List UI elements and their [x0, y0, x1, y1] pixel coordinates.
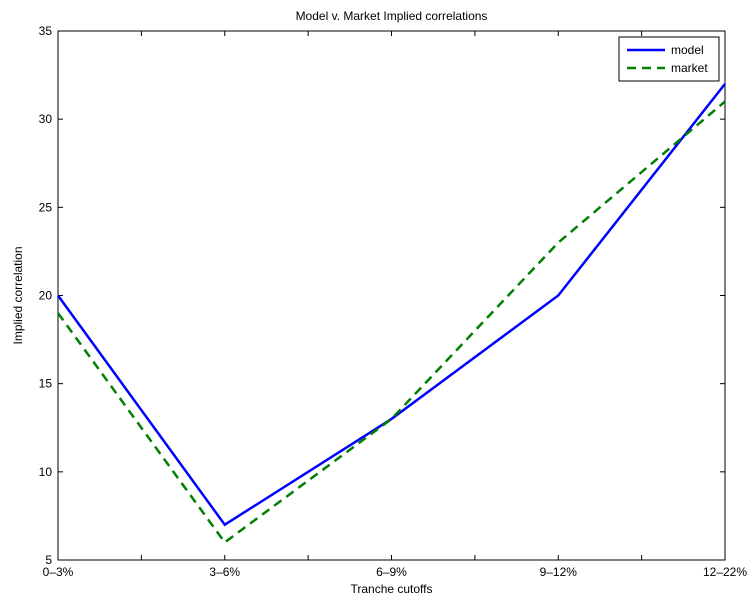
y-tick-label: 10 [39, 465, 53, 479]
x-tick-label: 12–22% [703, 565, 747, 579]
y-tick-label: 20 [39, 289, 53, 303]
series-layer [56, 83, 726, 545]
axis-ticks: 5 10 15 20 25 30 35 0–3% 3–6% 6–9% 9–12% 12–22% [39, 24, 747, 579]
plot-area [57, 30, 726, 561]
x-tick-label: 6–9% [376, 565, 407, 579]
y-tick-label: 35 [39, 24, 53, 38]
y-tick-label: 5 [45, 553, 52, 567]
series-line-market [56, 100, 726, 545]
y-tick-label: 15 [39, 377, 53, 391]
legend-label-market: market [671, 61, 708, 75]
y-tick-label: 30 [39, 112, 53, 126]
x-tick-label: 3–6% [209, 565, 240, 579]
series-line-model [56, 83, 726, 527]
x-axis-title: Tranche cutoffs [350, 582, 432, 596]
chart-title: Model v. Market Implied correlations [296, 9, 488, 23]
x-tick-label: 0–3% [43, 565, 74, 579]
legend-box [618, 36, 720, 82]
y-axis-title: Implied correlation [11, 246, 25, 344]
y-tick-label: 25 [39, 200, 53, 214]
x-tick-label: 9–12% [540, 565, 578, 579]
legend-label-model: model [671, 43, 704, 57]
legend: model market [618, 36, 720, 82]
